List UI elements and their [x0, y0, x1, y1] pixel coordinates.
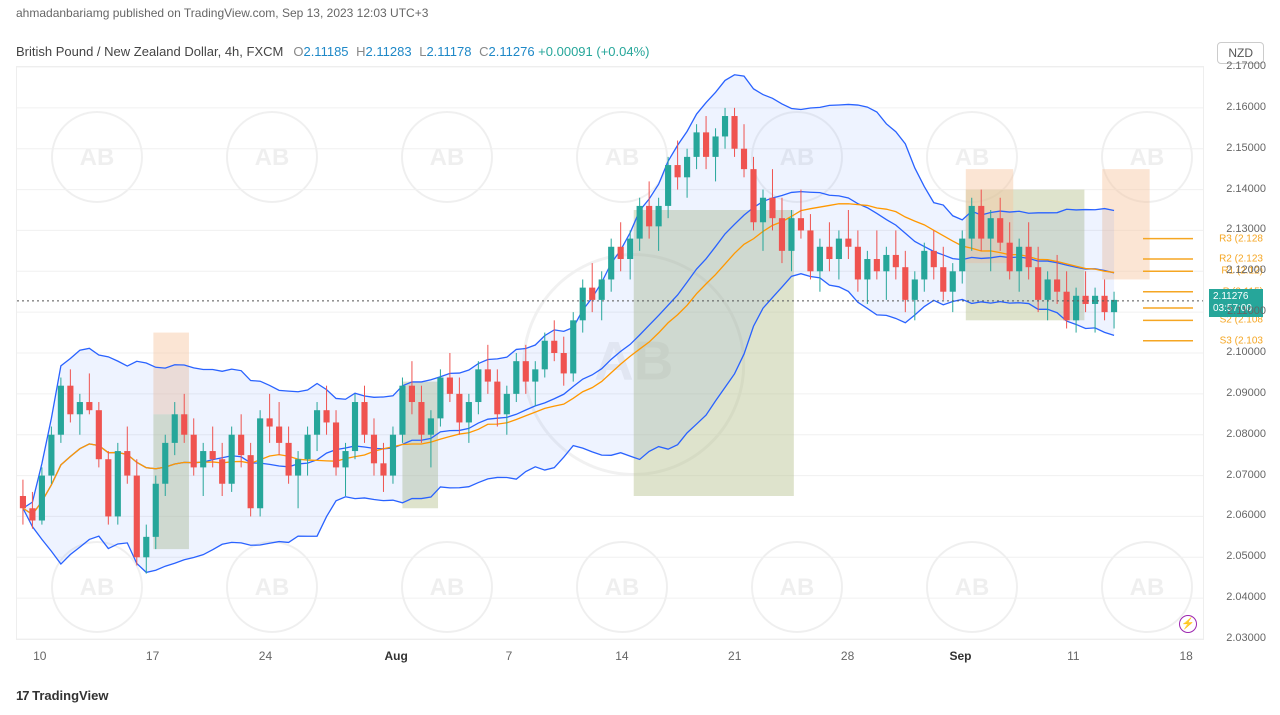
x-axis: 10 17 24 Aug 7 14 21 28 Sep 11 18 [16, 645, 1204, 665]
x-tick: 28 [841, 649, 854, 663]
svg-text:AB: AB [1130, 144, 1165, 171]
x-tick: 17 [146, 649, 159, 663]
x-tick: 24 [259, 649, 272, 663]
y-tick: 2.14000 [1226, 183, 1266, 195]
svg-text:AB: AB [605, 574, 640, 601]
svg-text:AB: AB [80, 144, 115, 171]
y-tick: 2.13000 [1226, 223, 1266, 235]
y-tick: 2.15000 [1226, 142, 1266, 154]
y-axis: 2.030002.040002.050002.060002.070002.080… [1206, 66, 1266, 640]
y-tick: 2.04000 [1226, 591, 1266, 603]
svg-text:AB: AB [255, 144, 290, 171]
svg-text:AB: AB [955, 144, 990, 171]
symbol-title: British Pound / New Zealand Dollar, 4h, … [16, 44, 283, 59]
y-tick: 2.05000 [1226, 550, 1266, 562]
svg-text:AB: AB [430, 144, 465, 171]
ohlc-values: O2.11185 H2.11283 L2.11178 C2.11276 +0.0… [289, 44, 649, 59]
y-tick: 2.07000 [1226, 469, 1266, 481]
x-tick: 18 [1179, 649, 1192, 663]
y-tick: 2.10000 [1226, 346, 1266, 358]
tradingview-logo: 17 TradingView [16, 688, 108, 703]
svg-text:AB: AB [255, 574, 290, 601]
y-tick: 2.06000 [1226, 509, 1266, 521]
y-tick: 2.12000 [1226, 264, 1266, 276]
publish-line: ahmadanbariamg published on TradingView.… [16, 6, 428, 20]
svg-text:AB: AB [605, 144, 640, 171]
svg-text:AB: AB [780, 574, 815, 601]
svg-text:AB: AB [430, 574, 465, 601]
svg-text:AB: AB [80, 574, 115, 601]
x-tick: 21 [728, 649, 741, 663]
x-tick: 7 [506, 649, 513, 663]
y-tick: 2.16000 [1226, 101, 1266, 113]
chart-svg: ABABABABABABABABABABABABABABAB [17, 67, 1203, 639]
price-chart[interactable]: ABABABABABABABABABABABABABABAB ⚡ R3 (2.1… [16, 66, 1204, 640]
x-tick: Aug [384, 649, 407, 663]
y-tick: 2.08000 [1226, 428, 1266, 440]
x-tick: 11 [1067, 649, 1079, 663]
svg-text:AB: AB [955, 574, 990, 601]
x-tick: 14 [615, 649, 628, 663]
y-tick: 2.03000 [1226, 632, 1266, 644]
y-tick: 2.09000 [1226, 387, 1266, 399]
svg-text:AB: AB [1130, 574, 1165, 601]
x-tick: Sep [949, 649, 971, 663]
bolt-icon[interactable]: ⚡ [1179, 615, 1197, 633]
x-tick: 10 [33, 649, 46, 663]
y-tick: 2.17000 [1226, 60, 1266, 72]
chart-header: British Pound / New Zealand Dollar, 4h, … [16, 44, 650, 59]
y-tick: 2.11000 [1227, 305, 1266, 317]
